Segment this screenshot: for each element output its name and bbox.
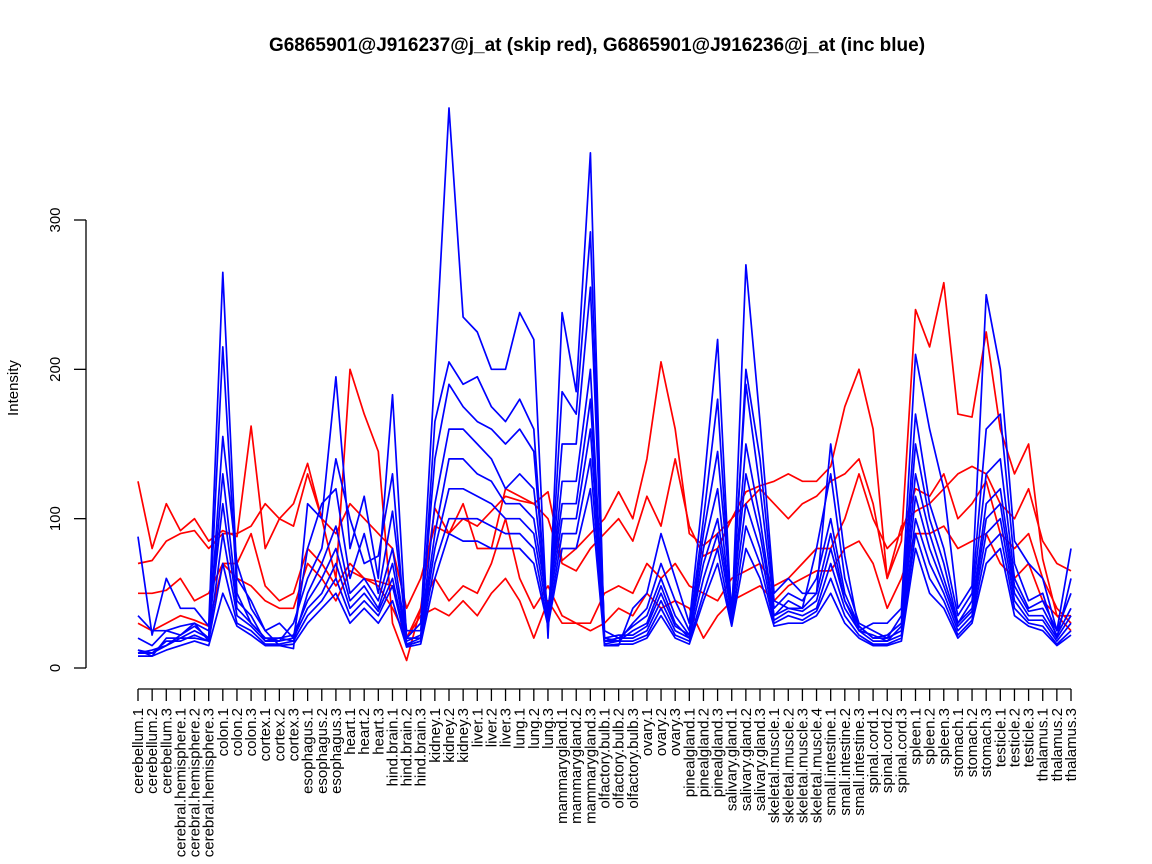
x-tick-label: cortex.2 <box>271 708 288 761</box>
x-tick-label: colon.1 <box>215 708 232 756</box>
x-tick-label: mammarygland.2 <box>568 708 585 824</box>
x-tick-label: pinealgland.2 <box>695 708 712 797</box>
x-tick-label: kidney.1 <box>427 708 444 763</box>
x-tick-label: skeletal.muscle.1 <box>766 708 783 823</box>
x-tick-label: cortex.3 <box>286 708 303 761</box>
x-tick-label: liver.2 <box>483 708 500 747</box>
x-tick-label: stomach.3 <box>978 708 995 777</box>
series-line-inc <box>138 231 1072 654</box>
x-tick-label: cerebral.hemisphere.2 <box>187 708 204 857</box>
x-tick-label: testicle.2 <box>1006 708 1023 767</box>
x-tick-label: cerebral.hemisphere.3 <box>201 708 218 857</box>
x-tick-label: thalamus.1 <box>1035 708 1052 781</box>
x-tick-label: small.intestine.1 <box>823 708 840 816</box>
x-tick-label: esophagus.2 <box>314 708 331 794</box>
series-line-skip <box>137 458 1072 610</box>
x-tick-label: cerebellum.1 <box>130 708 147 794</box>
x-tick-label: cerebellum.3 <box>158 708 175 794</box>
x-tick-label: cortex.1 <box>257 708 274 761</box>
x-tick-label: ovary.1 <box>639 708 656 756</box>
x-tick-label: stomach.2 <box>964 708 981 777</box>
x-tick-label: thalamus.3 <box>1063 708 1080 781</box>
x-tick-label: skeletal.muscle.4 <box>809 708 826 823</box>
x-tick-label: heart.1 <box>342 708 359 755</box>
x-tick-label: esophagus.3 <box>328 708 345 794</box>
series-line-skip <box>138 473 1072 639</box>
x-axis: cerebellum.1cerebellum.2cerebellum.3cere… <box>130 688 1080 857</box>
x-tick-label: skeletal.muscle.3 <box>794 708 811 823</box>
series-line-skip <box>137 281 1072 662</box>
x-tick-label: lung.1 <box>512 708 529 749</box>
y-tick-label: 200 <box>47 357 64 382</box>
x-tick-label: colon.2 <box>229 708 246 756</box>
x-tick-label: salivary.gland.3 <box>752 708 769 811</box>
y-axis-label: Intensity <box>5 360 22 416</box>
x-tick-label: testicle.1 <box>992 708 1009 767</box>
x-tick-label: salivary.gland.1 <box>724 708 741 811</box>
x-tick-label: ovary.3 <box>667 708 684 756</box>
x-tick-label: pinealgland.3 <box>710 708 727 797</box>
x-tick-label: colon.3 <box>243 708 260 756</box>
x-tick-label: hind.brain.3 <box>413 708 430 786</box>
x-tick-label: hind.brain.2 <box>399 708 416 786</box>
x-tick-label: cerebellum.2 <box>144 708 161 794</box>
x-tick-label: spleen.2 <box>922 708 939 765</box>
series-line-inc <box>138 487 1072 657</box>
x-tick-label: esophagus.1 <box>300 708 317 794</box>
x-tick-label: small.intestine.2 <box>837 708 854 816</box>
x-tick-label: olfactory.bulb.1 <box>597 708 614 809</box>
x-tick-label: spleen.3 <box>936 708 953 765</box>
chart-title: G6865901@J916237@j_at (skip red), G68659… <box>269 35 925 56</box>
x-tick-label: kidney.2 <box>441 708 458 763</box>
x-tick-label: heart.3 <box>370 708 387 755</box>
x-tick-label: pinealgland.1 <box>681 708 698 797</box>
x-tick-label: lung.2 <box>526 708 543 749</box>
x-tick-label: mammarygland.1 <box>554 708 571 824</box>
y-tick-label: 0 <box>47 664 64 672</box>
x-tick-label: spinal.cord.3 <box>893 708 910 793</box>
x-tick-label: cerebral.hemisphere.1 <box>172 708 189 857</box>
series-layer <box>137 107 1072 662</box>
x-tick-label: liver.3 <box>498 708 515 747</box>
x-tick-label: liver.1 <box>469 708 486 747</box>
x-tick-label: heart.2 <box>356 708 373 755</box>
x-tick-label: stomach.1 <box>950 708 967 777</box>
x-tick-label: kidney.3 <box>455 708 472 763</box>
x-tick-label: small.intestine.3 <box>851 708 868 816</box>
x-tick-label: thalamus.2 <box>1049 708 1066 781</box>
y-tick-label: 300 <box>47 207 64 232</box>
x-tick-label: skeletal.muscle.2 <box>780 708 797 823</box>
x-tick-label: mammarygland.3 <box>582 708 599 824</box>
x-tick-label: ovary.2 <box>653 708 670 756</box>
x-tick-label: hind.brain.1 <box>384 708 401 786</box>
x-tick-label: spinal.cord.2 <box>879 708 896 793</box>
y-axis: 0 100 200 300 <box>47 207 87 672</box>
x-tick-label: olfactory.bulb.2 <box>611 708 628 809</box>
x-tick-label: salivary.gland.2 <box>738 708 755 811</box>
x-tick-label: spinal.cord.1 <box>865 708 882 793</box>
x-tick-label: lung.3 <box>540 708 557 749</box>
x-tick-label: spleen.1 <box>908 708 925 765</box>
x-tick-label: olfactory.bulb.3 <box>625 708 642 809</box>
x-tick-label: testicle.3 <box>1021 708 1038 767</box>
y-tick-label: 100 <box>47 506 64 531</box>
